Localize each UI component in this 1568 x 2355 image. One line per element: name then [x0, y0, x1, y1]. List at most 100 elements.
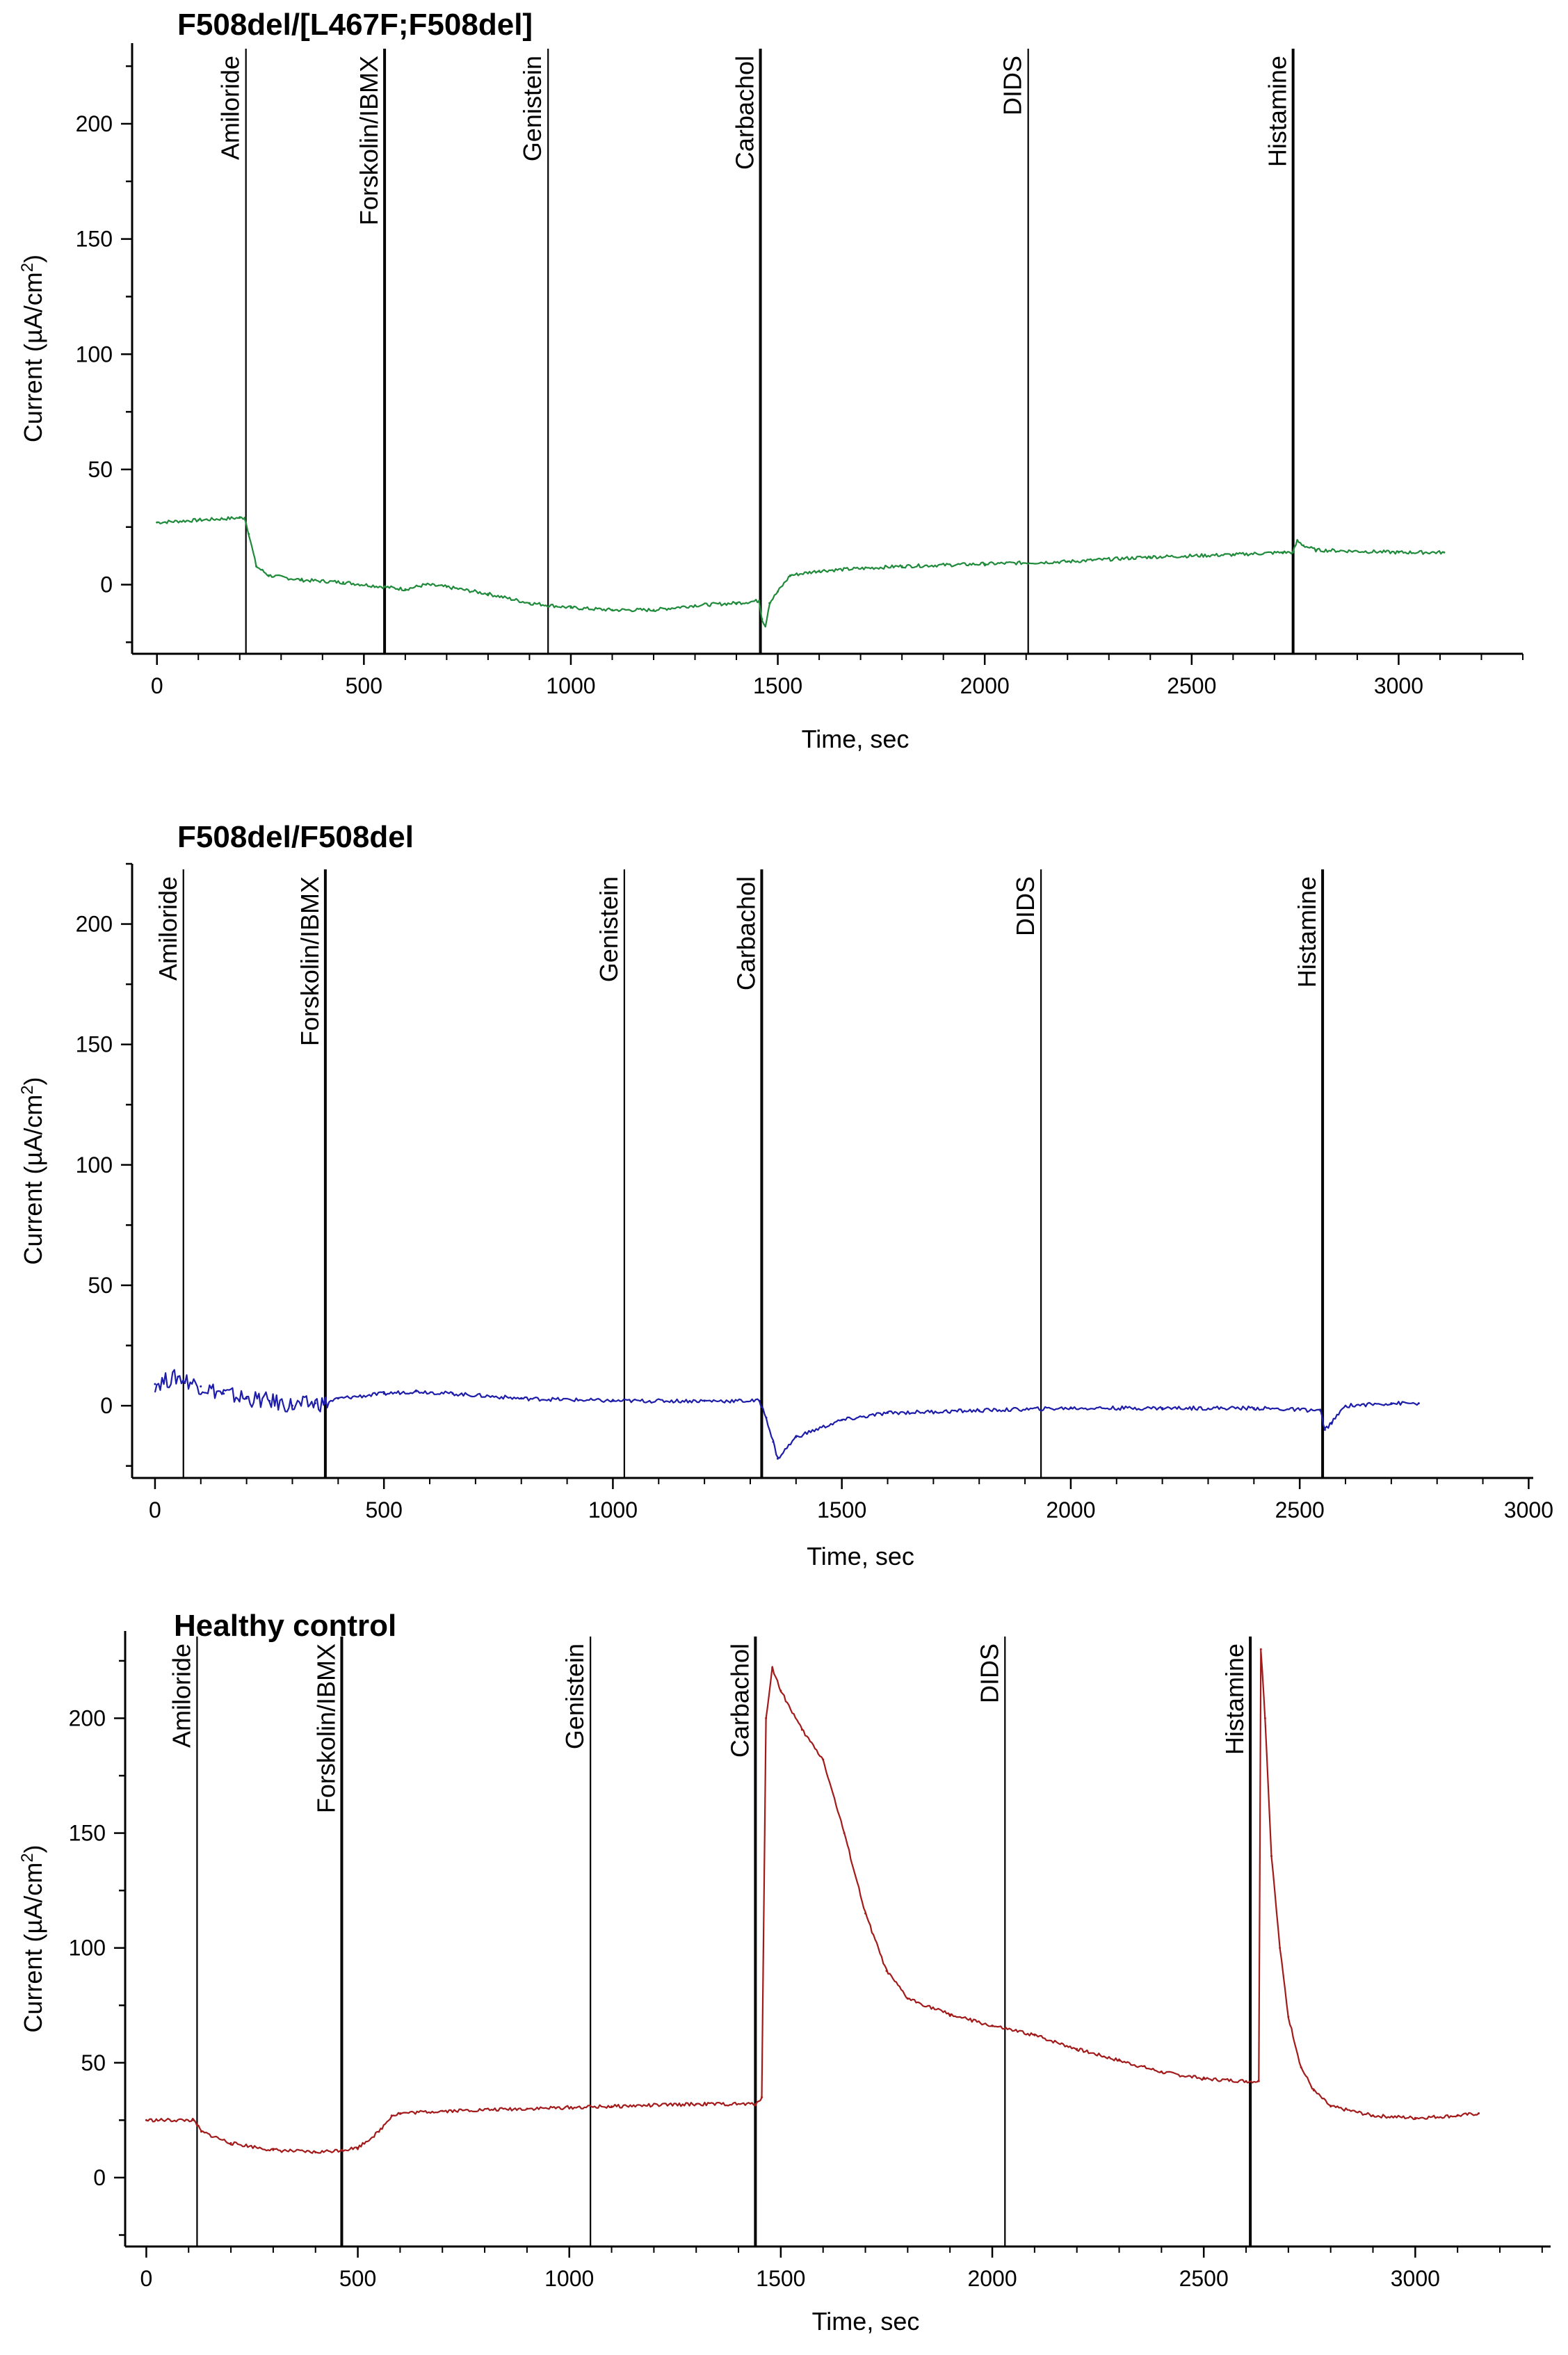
data-point — [948, 2013, 951, 2016]
data-point — [611, 2105, 613, 2108]
y-tick-label: 50 — [81, 2050, 106, 2075]
data-point — [765, 1416, 768, 1419]
x-tick-label: 500 — [365, 1497, 402, 1522]
data-point — [357, 2146, 359, 2149]
data-point — [324, 1402, 327, 1405]
y-axis-label-superscript: 2 — [18, 1085, 37, 1094]
data-point — [764, 625, 767, 627]
event-label: Amiloride — [216, 56, 245, 160]
x-tick-label: 3000 — [1504, 1497, 1553, 1522]
data-point — [864, 1912, 867, 1915]
y-tick-label: 100 — [69, 1936, 106, 1961]
data-point — [758, 1399, 761, 1402]
data-point — [526, 2107, 528, 2110]
data-point — [445, 586, 448, 588]
data-point — [1076, 2048, 1078, 2050]
data-point — [1414, 2116, 1416, 2119]
x-tick-label: 1500 — [753, 673, 802, 698]
data-point — [390, 2114, 393, 2117]
data-point — [200, 2130, 202, 2133]
y-tick-label: 100 — [76, 1152, 113, 1178]
x-tick-label: 1500 — [756, 2266, 805, 2291]
data-point — [652, 609, 655, 611]
panel-title: F508del/F508del — [177, 820, 414, 854]
data-point — [800, 1728, 803, 1731]
data-point — [789, 574, 791, 577]
data-point — [771, 1666, 774, 1669]
data-point — [694, 604, 697, 606]
event-label: DIDS — [1011, 876, 1040, 936]
y-tick-label: 150 — [76, 1032, 113, 1057]
data-point — [1202, 2077, 1205, 2080]
data-point — [1270, 1855, 1273, 1858]
chart-panel-1: F508del/[L467F;F508del]0 500 1000 1500 2000 2… — [18, 8, 1523, 753]
data-point — [569, 606, 572, 609]
data-point — [841, 1419, 843, 1422]
data-point — [843, 1832, 846, 1835]
data-point — [776, 1457, 779, 1460]
data-point — [268, 1399, 271, 1402]
data-point — [197, 519, 200, 522]
event-label: DIDS — [999, 56, 1027, 115]
data-point — [223, 1392, 225, 1395]
y-axis-label-superscript: 2 — [18, 1853, 37, 1862]
data-point — [885, 1970, 888, 1972]
trace-line — [154, 1369, 1420, 1459]
data-point — [154, 1383, 156, 1385]
data-point — [735, 602, 738, 604]
event-label: Histamine — [1293, 876, 1321, 988]
data-point — [765, 1717, 768, 1719]
data-point — [754, 2103, 757, 2105]
data-point — [1292, 551, 1295, 554]
data-point — [777, 590, 779, 593]
panel-title: F508del/[L467F;F508del] — [177, 8, 533, 42]
data-point — [398, 2112, 401, 2114]
y-axis-label-main: Current (µA/cm — [19, 1095, 47, 1265]
data-point — [1149, 556, 1151, 558]
data-point — [758, 600, 761, 602]
y-axis-label: Current (µA/cm2) — [18, 1844, 48, 2032]
event-label: DIDS — [975, 1643, 1003, 1703]
data-point — [1372, 2114, 1375, 2117]
data-point — [1329, 2105, 1332, 2108]
x-tick-label: 0 — [140, 2266, 153, 2291]
data-point — [195, 2123, 198, 2126]
data-point — [404, 588, 407, 590]
data-point — [245, 1397, 248, 1400]
y-tick-label: 0 — [100, 572, 113, 597]
data-point — [191, 2119, 194, 2121]
y-tick-label: 0 — [93, 2165, 106, 2190]
data-point — [425, 584, 428, 586]
x-tick-label: 500 — [339, 2266, 376, 2291]
y-tick-label: 50 — [88, 457, 113, 482]
data-point — [1302, 544, 1305, 547]
x-tick-label: 2500 — [1275, 1497, 1325, 1522]
data-point — [978, 1409, 980, 1412]
data-point — [1456, 2114, 1459, 2117]
event-label: Histamine — [1220, 1643, 1249, 1755]
y-axis-label: Current (µA/cm2) — [18, 255, 48, 442]
data-point — [768, 602, 771, 604]
data-point — [703, 1399, 706, 1402]
x-tick-label: 2500 — [1179, 2266, 1229, 2291]
data-point — [382, 1392, 385, 1395]
chart-panel-2: F508del/F508del 0 500 1000 1500 2000 2500 3000 0… — [18, 820, 1554, 1570]
data-point — [822, 1758, 825, 1761]
panel-title: Healthy control — [174, 1609, 396, 1643]
data-point — [1312, 2089, 1315, 2091]
data-point — [272, 2148, 275, 2151]
event-label: Genistein — [595, 876, 623, 982]
x-tick-label: 2000 — [1046, 1497, 1095, 1522]
y-tick-label: 150 — [69, 1821, 106, 1846]
data-point — [1323, 1429, 1326, 1431]
data-point — [1319, 1409, 1322, 1412]
x-axis-label: Time, sec — [802, 725, 910, 753]
event-label: Genistein — [518, 56, 547, 161]
x-tick-label: 2000 — [960, 673, 1010, 698]
data-point — [1314, 549, 1317, 552]
y-tick-label: 200 — [69, 1705, 106, 1730]
data-point — [1263, 1717, 1266, 1719]
y-tick-label: 50 — [88, 1273, 113, 1298]
data-point — [342, 581, 345, 584]
y-tick-label: 200 — [76, 111, 113, 136]
